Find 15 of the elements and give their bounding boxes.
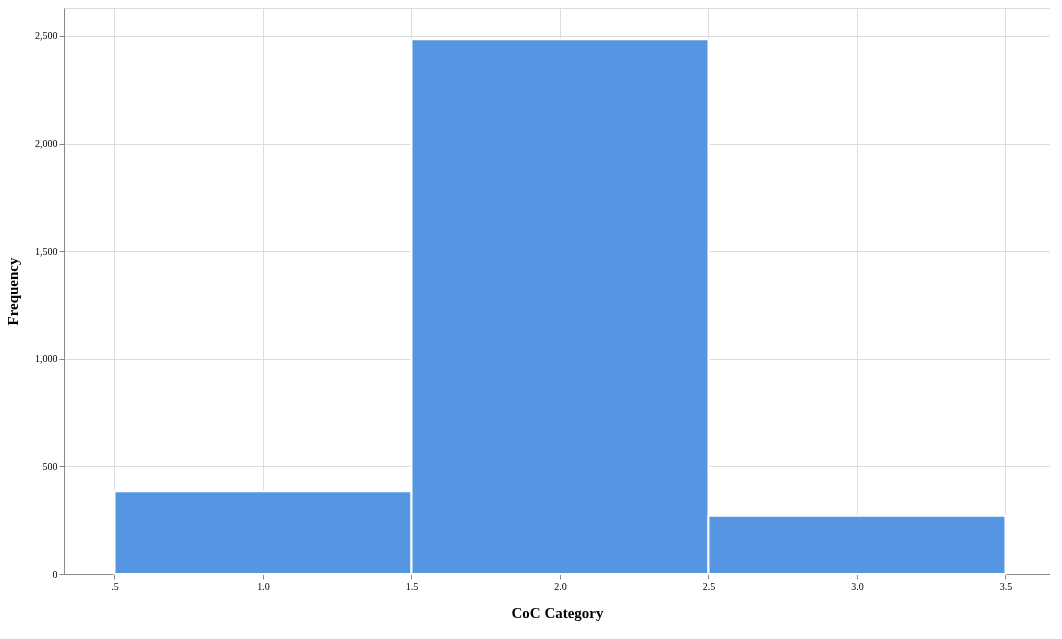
x-tick-label: 2.0 xyxy=(554,580,567,592)
y-tick-label: 2,500 xyxy=(35,30,58,42)
x-tick-label: .5 xyxy=(111,580,119,592)
x-tick-label: 3.5 xyxy=(999,580,1013,592)
x-tick-label: 1.0 xyxy=(257,580,270,592)
y-tick-label: 2,000 xyxy=(35,138,58,150)
x-tick-label: 3.0 xyxy=(851,580,864,592)
y-tick-label: 0 xyxy=(52,568,58,580)
y-axis-title: Frequency xyxy=(5,256,21,326)
y-tick-label: 500 xyxy=(42,460,58,472)
x-axis-title: CoC Category xyxy=(511,604,605,621)
x-tick-label: 1.5 xyxy=(405,580,419,592)
y-tick-label: 1,500 xyxy=(35,245,58,257)
x-tick-label: 2.5 xyxy=(702,580,716,592)
y-tick-label: 1,000 xyxy=(35,353,58,365)
